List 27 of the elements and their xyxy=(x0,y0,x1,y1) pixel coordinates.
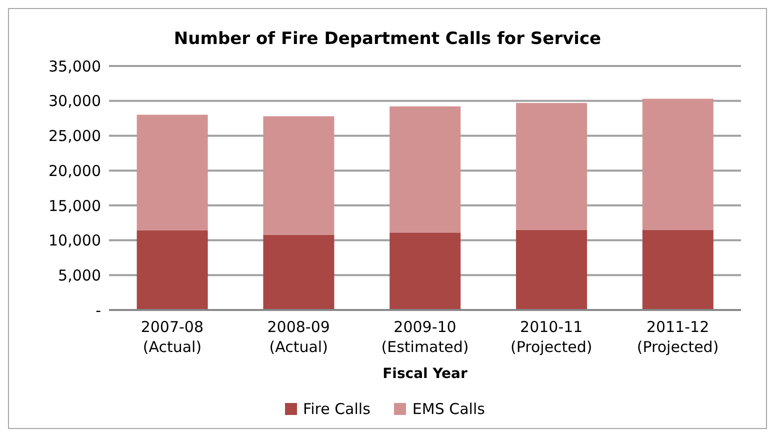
bar xyxy=(390,106,461,233)
bar xyxy=(136,114,208,231)
x-tick-label: 2011-12 (Projected) xyxy=(636,318,719,356)
bar xyxy=(263,116,334,235)
x-tick-label: 2007-08 (Actual) xyxy=(140,318,204,356)
y-tick-label: - xyxy=(96,301,101,320)
bar xyxy=(516,102,588,230)
bar xyxy=(136,230,208,310)
bar xyxy=(263,234,334,310)
y-tick-label: 5,000 xyxy=(58,266,101,284)
x-tick-label: 2008-09 (Actual) xyxy=(267,318,330,356)
bar xyxy=(516,230,588,310)
y-tick-label: 20,000 xyxy=(48,162,101,180)
bar xyxy=(642,98,714,230)
y-tick-label: 15,000 xyxy=(48,196,101,215)
x-axis-title: Fiscal Year xyxy=(382,366,468,382)
y-tick-label: 30,000 xyxy=(48,92,101,110)
x-tick-label: 2010-11 (Projected) xyxy=(510,318,592,356)
x-tick-label: 2009-10 (Estimated) xyxy=(381,318,469,356)
bar xyxy=(642,230,714,310)
bar xyxy=(390,232,461,310)
y-tick-label: 10,000 xyxy=(48,232,101,250)
y-tick-label: 35,000 xyxy=(48,57,101,76)
legend-label: Fire Calls xyxy=(303,400,370,418)
legend-label: EMS Calls xyxy=(412,400,485,418)
y-tick-label: 25,000 xyxy=(48,127,101,146)
chart-title: Number of Fire Department Calls for Service xyxy=(172,29,602,49)
